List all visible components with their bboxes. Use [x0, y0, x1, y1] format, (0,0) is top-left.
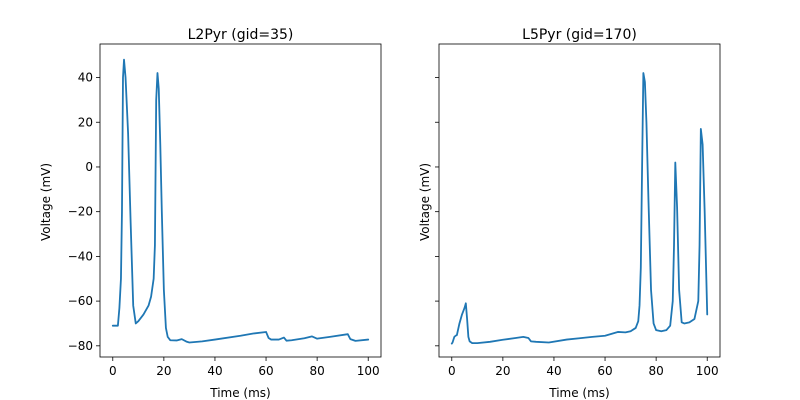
x-tick-label: 0: [448, 364, 456, 378]
voltage-line: [111, 58, 370, 344]
voltage-line: [450, 72, 709, 345]
y-tick-label: −20: [68, 205, 93, 219]
x-tick-label: 80: [648, 364, 663, 378]
x-tick-label: 20: [495, 364, 510, 378]
y-tick-label: −60: [68, 294, 93, 308]
x-tick-label: 20: [156, 364, 171, 378]
panel-l2pyr: L2Pyr (gid=35) Time (ms) Voltage (mV) 0 2…: [39, 27, 382, 400]
y-tick-label: 20: [78, 115, 93, 129]
y-tick-label: 0: [85, 160, 93, 174]
plot-frame: [99, 43, 382, 358]
x-tick-label: 0: [109, 364, 117, 378]
y-axis-label: Voltage (mV): [39, 163, 53, 241]
x-tick-label: 100: [696, 364, 719, 378]
y-tick-label: −80: [68, 339, 93, 353]
y-axis-label: Voltage (mV): [418, 163, 432, 241]
x-tick-label: 60: [258, 364, 273, 378]
chart-title: L2Pyr (gid=35): [188, 27, 294, 43]
x-axis-label: Time (ms): [548, 386, 610, 400]
x-tick-label: 100: [357, 364, 380, 378]
x-tick-label: 80: [309, 364, 324, 378]
plot-frame: [438, 43, 721, 358]
y-tick-label: 40: [78, 71, 93, 85]
x-tick-label: 60: [597, 364, 612, 378]
chart-title: L5Pyr (gid=170): [522, 27, 637, 43]
y-tick-label: −40: [68, 249, 93, 263]
panel-l5pyr: L5Pyr (gid=170) Time (ms) Voltage (mV) 0…: [418, 27, 721, 400]
axis-ticks: 0 20 40 60 80 100: [435, 77, 719, 378]
x-tick-label: 40: [546, 364, 561, 378]
x-tick-label: 40: [207, 364, 222, 378]
x-axis-label: Time (ms): [209, 386, 271, 400]
axis-ticks: 0 20 40 60 80 100 −80 −60 −40 −20 0 20 40: [68, 71, 380, 378]
